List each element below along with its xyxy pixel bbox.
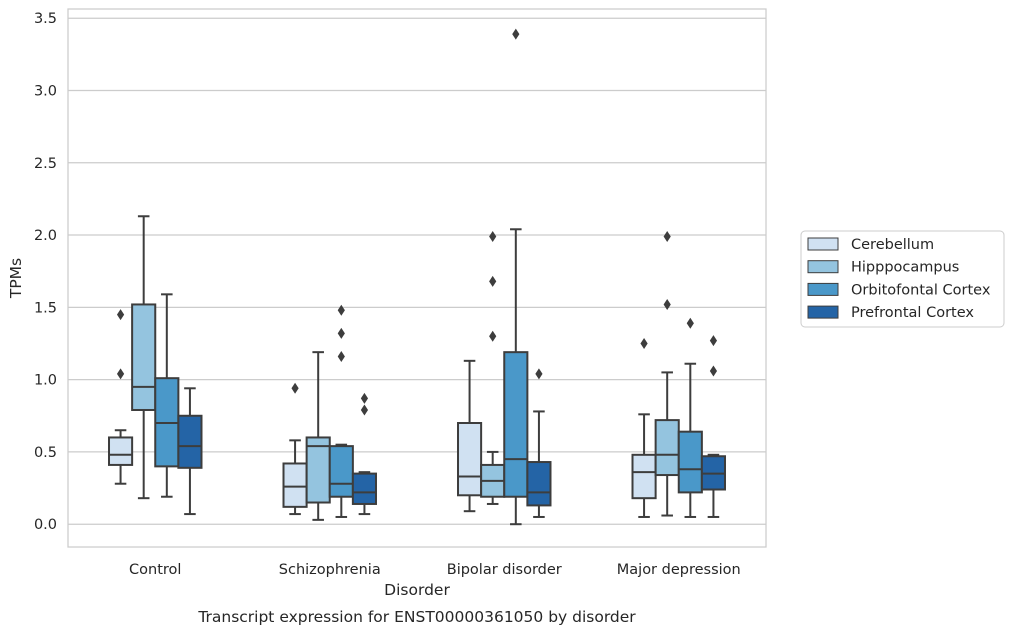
outlier-point xyxy=(489,330,497,342)
box xyxy=(305,436,331,504)
y-axis-ticks: 0.0 0.5 1.0 1.5 2.0 2.5 3.0 3.5 xyxy=(34,11,57,533)
outlier-point xyxy=(640,337,648,349)
outlier-point xyxy=(337,350,345,362)
outlier-point xyxy=(360,392,369,404)
outlier-point xyxy=(686,317,694,329)
outlier-point xyxy=(709,365,718,377)
box-plot xyxy=(177,387,203,516)
box-plot xyxy=(700,335,726,518)
box xyxy=(677,430,703,494)
x-tick-label: Major depression xyxy=(617,562,741,578)
outlier-point xyxy=(512,28,520,40)
outlier-point xyxy=(291,382,299,394)
legend-swatch xyxy=(807,305,839,319)
legend-label: Hipppocampus xyxy=(851,260,959,276)
legend-swatch xyxy=(807,237,839,251)
outlier-point xyxy=(489,231,497,243)
box-plot xyxy=(503,28,529,526)
box-plot xyxy=(654,231,680,517)
box xyxy=(177,414,203,469)
box xyxy=(526,461,552,507)
y-tick-label: 1.5 xyxy=(34,300,57,316)
legend-swatch xyxy=(807,282,839,296)
box xyxy=(457,422,483,497)
legend-label: Prefrontal Cortex xyxy=(851,305,974,321)
legend-swatch xyxy=(807,260,839,274)
box-plot xyxy=(131,215,157,500)
outlier-point xyxy=(535,368,543,380)
outlier-point xyxy=(663,298,671,310)
x-tick-label: Schizophrenia xyxy=(279,562,381,578)
y-tick-label: 3.0 xyxy=(34,83,57,99)
outlier-point xyxy=(116,309,125,321)
box-plot-marks xyxy=(108,28,726,526)
box xyxy=(503,351,529,498)
y-tick-label: 2.0 xyxy=(34,228,57,244)
outlier-point xyxy=(709,335,718,347)
outlier-point xyxy=(116,368,125,380)
x-tick-label: Control xyxy=(129,562,181,578)
legend-frame xyxy=(800,230,1005,328)
y-tick-label: 1.0 xyxy=(34,373,57,389)
outlier-point xyxy=(337,327,345,339)
box xyxy=(131,303,157,411)
box xyxy=(108,436,134,466)
x-axis-ticks: Control Schizophrenia Bipolar disorder Majo… xyxy=(129,562,741,578)
box-plot xyxy=(328,304,354,518)
outlier-point xyxy=(663,231,671,243)
box-plot xyxy=(305,351,331,521)
chart-title: Transcript expression for ENST0000036105… xyxy=(197,608,636,626)
box-plot xyxy=(351,392,377,516)
box-plot xyxy=(631,337,657,518)
outlier-point xyxy=(337,304,345,316)
box-plot xyxy=(677,317,703,518)
box-plot xyxy=(457,359,483,513)
y-tick-label: 0.5 xyxy=(34,445,57,461)
y-axis-title: TPMs xyxy=(7,258,25,299)
box xyxy=(282,462,308,508)
box-plot xyxy=(526,368,552,518)
box xyxy=(654,419,680,477)
y-tick-label: 0.0 xyxy=(34,517,57,533)
box xyxy=(631,453,657,500)
y-tick-label: 2.5 xyxy=(34,156,57,172)
outlier-point xyxy=(489,275,497,287)
outlier-point xyxy=(360,404,369,416)
box-plot xyxy=(108,309,134,485)
box-plot xyxy=(480,231,506,505)
legend-label: Orbitofontal Cortex xyxy=(851,282,991,298)
box xyxy=(351,472,377,505)
box xyxy=(328,445,354,498)
x-tick-label: Bipolar disorder xyxy=(447,562,562,578)
y-tick-label: 3.5 xyxy=(34,11,57,27)
legend: Cerebellum Hipppocampus Orbitofontal Corte… xyxy=(800,230,1005,328)
legend-label: Cerebellum xyxy=(851,237,934,253)
plot-area-frame xyxy=(67,8,767,548)
box-plot xyxy=(154,293,180,498)
x-axis-title: Disorder xyxy=(384,581,450,599)
